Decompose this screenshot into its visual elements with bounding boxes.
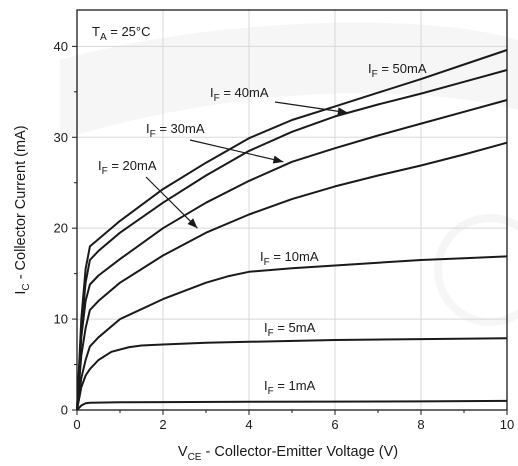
curves bbox=[76, 49, 508, 411]
y-axis-title: IC - Collector Current (mA) bbox=[13, 125, 32, 294]
y-tick-label: 40 bbox=[54, 39, 68, 54]
label-arrow-line bbox=[189, 139, 284, 163]
y-tick-label: 30 bbox=[54, 130, 68, 145]
curve-label: IF = 40mA bbox=[210, 85, 269, 104]
curve-label: IF = 50mA bbox=[368, 61, 427, 80]
x-tick-label: 4 bbox=[245, 417, 252, 432]
y-tick-labels: 0 10 20 30 40 bbox=[54, 39, 68, 418]
curve-label: IF = 30mA bbox=[146, 121, 205, 140]
grid-lines bbox=[77, 10, 507, 410]
y-tick-label: 20 bbox=[54, 221, 68, 236]
curve-line bbox=[76, 69, 508, 411]
label-arrow-head bbox=[272, 155, 284, 164]
curve-label: IF = 10mA bbox=[260, 249, 319, 268]
background-watermark bbox=[60, 22, 518, 326]
x-tick-label: 8 bbox=[417, 417, 424, 432]
label-arrow-head bbox=[187, 218, 198, 229]
curve-line bbox=[76, 255, 508, 411]
axis-ticks bbox=[72, 45, 508, 415]
label-arrows bbox=[145, 101, 348, 229]
x-tick-label: 0 bbox=[73, 417, 80, 432]
curve-line bbox=[76, 399, 508, 411]
x-tick-labels: 0 2 4 6 8 10 bbox=[73, 417, 514, 432]
x-tick-label: 2 bbox=[159, 417, 166, 432]
curve-label: IF = 20mA bbox=[98, 158, 157, 177]
y-tick-label: 0 bbox=[61, 403, 68, 418]
curve-line bbox=[76, 99, 508, 411]
x-tick-label: 10 bbox=[500, 417, 514, 432]
x-axis-title: VCE - Collector-Emitter Voltage (V) bbox=[178, 444, 398, 463]
label-arrow-line bbox=[274, 101, 348, 114]
curve-line bbox=[76, 337, 508, 411]
curve-labels: IF = 1mA IF = 5mA IF = 10mA IF = 20mA IF = 3… bbox=[98, 61, 427, 397]
y-tick-label: 10 bbox=[54, 312, 68, 327]
curve-label: IF = 1mA bbox=[264, 378, 316, 397]
curve-label: IF = 5mA bbox=[264, 320, 316, 339]
curve-line bbox=[76, 141, 508, 411]
curve-line bbox=[76, 49, 508, 411]
label-arrow-line bbox=[145, 176, 198, 229]
label-arrow-head bbox=[337, 107, 348, 116]
condition-label: TA = 25°C bbox=[92, 24, 151, 43]
x-tick-label: 6 bbox=[331, 417, 338, 432]
